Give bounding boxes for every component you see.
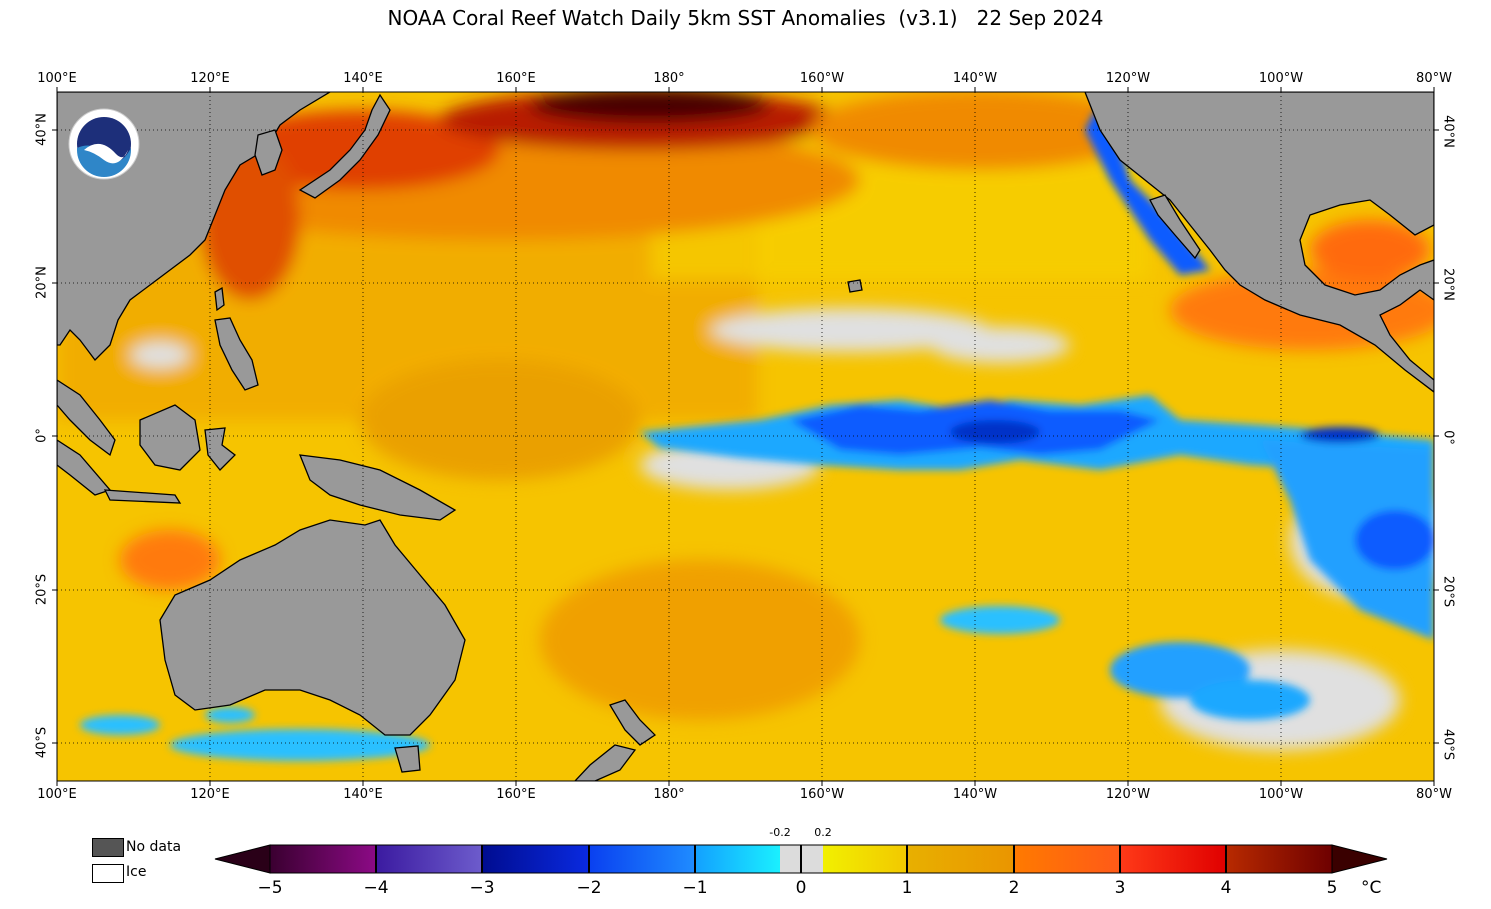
lon-label-bottom: 100°W xyxy=(1258,787,1304,802)
australia xyxy=(159,519,466,736)
lon-label-bottom: 140°W xyxy=(952,787,998,802)
tasmania xyxy=(394,745,421,773)
lon-label-top: 140°E xyxy=(343,71,383,86)
colorbar-tick: −3 xyxy=(469,878,495,898)
lon-label-top: 140°W xyxy=(952,71,998,86)
colorbar-tick: 5 xyxy=(1326,878,1338,898)
axis-ticks xyxy=(52,87,1439,786)
lon-label-top: 120°W xyxy=(1105,71,1151,86)
colorbar-unit: °C xyxy=(1361,878,1382,898)
lon-label-bottom: 120°W xyxy=(1105,787,1151,802)
no-data-swatch xyxy=(92,838,124,857)
lon-label-bottom: 80°W xyxy=(1416,787,1452,802)
map-area xyxy=(57,92,1434,781)
new-guinea xyxy=(298,454,457,521)
lon-label-top: 180° xyxy=(653,71,685,86)
philippines xyxy=(214,317,259,391)
new-zealand-south xyxy=(574,744,637,781)
no-data-label: No data xyxy=(126,839,182,855)
lon-label-top: 100°E xyxy=(37,71,77,86)
colorbar-tick: 4 xyxy=(1220,878,1232,898)
colorbar-min-arrow xyxy=(214,844,271,874)
lon-label-top: 80°W xyxy=(1416,71,1452,86)
sumatra xyxy=(57,439,112,496)
lat-label-left: 20°N xyxy=(34,266,50,299)
land-masses xyxy=(57,92,1434,781)
ice-label: Ice xyxy=(126,864,147,880)
hawaii xyxy=(847,279,863,293)
colorbar-max-arrow xyxy=(1331,844,1388,874)
java xyxy=(103,489,182,504)
colorbar-tick: −1 xyxy=(682,878,708,898)
malay-peninsula xyxy=(57,379,116,457)
lat-label-left: 20°S xyxy=(34,573,50,606)
japan xyxy=(298,93,391,199)
lon-label-bottom: 160°W xyxy=(799,787,845,802)
lat-label-right: 40°N xyxy=(1440,115,1456,148)
lon-label-bottom: 160°E xyxy=(496,787,536,802)
lat-label-right: 20°N xyxy=(1440,268,1456,301)
colorbar-small-tick: 0.2 xyxy=(814,826,832,839)
colorbar-small-tick: -0.2 xyxy=(769,826,791,839)
lat-label-left: 40°S xyxy=(34,726,50,759)
lon-label-bottom: 100°E xyxy=(37,787,77,802)
ice-swatch xyxy=(92,864,124,883)
lat-label-left: 40°N xyxy=(34,113,50,146)
lon-label-top: 160°W xyxy=(799,71,845,86)
baja-california xyxy=(1149,194,1201,260)
lon-label-bottom: 180° xyxy=(653,787,685,802)
lon-label-bottom: 140°E xyxy=(343,787,383,802)
lon-label-top: 100°W xyxy=(1258,71,1304,86)
colorbar xyxy=(214,844,1388,874)
korea xyxy=(254,129,283,176)
colorbar-tick: −4 xyxy=(363,878,389,898)
colorbar-tick: −2 xyxy=(576,878,602,898)
borneo xyxy=(139,404,201,471)
colorbar-tick: 2 xyxy=(1008,878,1020,898)
lat-label-right: 20°S xyxy=(1440,575,1456,608)
map-title: NOAA Coral Reef Watch Daily 5km SST Anom… xyxy=(387,6,1104,30)
lat-label-left: 0° xyxy=(34,428,50,443)
taiwan xyxy=(214,286,225,312)
noaa-logo xyxy=(68,108,140,180)
lon-label-bottom: 120°E xyxy=(190,787,230,802)
colorbar-tick: 3 xyxy=(1114,878,1126,898)
sulawesi xyxy=(204,427,236,471)
lon-label-top: 120°E xyxy=(190,71,230,86)
lat-label-right: 40°S xyxy=(1440,728,1456,761)
north-america xyxy=(1084,92,1434,393)
colorbar-tick: 0 xyxy=(795,878,807,898)
graticule xyxy=(57,92,1434,781)
colorbar-tick: 1 xyxy=(901,878,913,898)
colorbar-tick: −5 xyxy=(257,878,283,898)
lon-label-top: 160°E xyxy=(496,71,536,86)
new-zealand-north xyxy=(609,699,657,746)
lat-label-right: 0° xyxy=(1440,430,1456,445)
